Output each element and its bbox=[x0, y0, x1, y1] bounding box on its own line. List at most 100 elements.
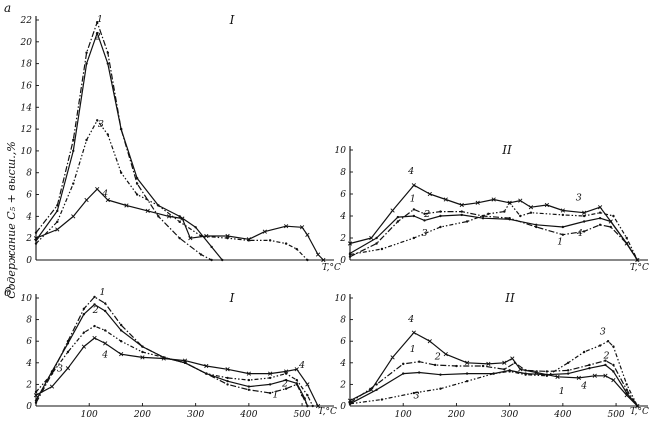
series-4-point bbox=[635, 257, 640, 263]
series-2-point bbox=[412, 214, 416, 218]
panel-4: II T,°C 0 2 4 6 8 10 100 200 300 400 500 1 2 3 4 1 4 2 3 bbox=[335, 291, 649, 420]
x-tick-label: 200 bbox=[133, 410, 151, 420]
series-2-point bbox=[561, 225, 565, 229]
series-2-point bbox=[423, 219, 426, 222]
curve-label: 4 bbox=[407, 166, 414, 177]
series-3-point bbox=[50, 372, 54, 375]
series-3-point bbox=[561, 213, 565, 217]
series-1-point bbox=[561, 233, 565, 236]
series-2-point bbox=[306, 404, 309, 408]
curve-label: 4 bbox=[298, 360, 305, 371]
series-1-point bbox=[375, 242, 378, 245]
series-4-point bbox=[283, 224, 289, 229]
series-4-point bbox=[459, 202, 464, 208]
series-4-point bbox=[611, 377, 616, 383]
series-4-point bbox=[534, 370, 539, 375]
y-tick-label: 18 bbox=[21, 60, 33, 70]
y-tick-label: 4 bbox=[339, 212, 346, 222]
series-4-point bbox=[84, 197, 89, 203]
series-4-point bbox=[507, 200, 512, 205]
x-tick-label: 400 bbox=[553, 410, 571, 420]
curve-label: 1 bbox=[410, 194, 416, 205]
series-3-point bbox=[56, 220, 59, 224]
series-4-point bbox=[305, 382, 310, 387]
y-tick-label: 0 bbox=[340, 256, 346, 266]
y-tick-label: 2 bbox=[339, 234, 346, 244]
series-1-point bbox=[455, 364, 458, 368]
series-3-point bbox=[284, 242, 288, 245]
series-1-point bbox=[582, 230, 586, 233]
series-4-point bbox=[103, 341, 108, 346]
series-1-point bbox=[103, 302, 107, 305]
series-1-point bbox=[178, 236, 181, 240]
series-3-point bbox=[284, 372, 288, 375]
series-3-point bbox=[348, 253, 352, 256]
series-3-point bbox=[306, 258, 309, 262]
series-4-point bbox=[315, 252, 321, 257]
series-1-point bbox=[612, 363, 615, 367]
series-4-point bbox=[560, 208, 565, 213]
series-3-point bbox=[465, 220, 469, 223]
series-3-point bbox=[508, 370, 511, 373]
series-3-line bbox=[349, 340, 638, 407]
series-2-point bbox=[508, 218, 511, 221]
curve-label: 2 bbox=[92, 305, 99, 316]
series-3-point bbox=[606, 340, 610, 343]
curve-label: 1 bbox=[272, 389, 278, 400]
series-3-point bbox=[348, 402, 352, 406]
series-4-point bbox=[486, 361, 491, 366]
series-1-point bbox=[34, 401, 38, 404]
y-tick-label: 2 bbox=[339, 380, 346, 390]
series-2-point bbox=[247, 385, 251, 388]
y-tick-label: 12 bbox=[21, 125, 33, 135]
series-2-point bbox=[481, 217, 485, 220]
series-3-point bbox=[34, 390, 38, 394]
series-1-point bbox=[598, 223, 602, 226]
series-3-point bbox=[66, 350, 70, 354]
series-4-point bbox=[55, 227, 60, 232]
row-label-b: б bbox=[4, 285, 12, 299]
series-2-point bbox=[439, 373, 442, 376]
series-4-point bbox=[188, 236, 193, 241]
series-2-line bbox=[349, 214, 638, 261]
series-4-point bbox=[49, 384, 55, 389]
series-4-point bbox=[294, 367, 299, 372]
series-1-point bbox=[135, 182, 139, 185]
y-tick-label: 10 bbox=[335, 146, 347, 156]
series-3-point bbox=[524, 373, 527, 376]
series-4-point bbox=[544, 202, 550, 208]
curve-label: 2 bbox=[602, 350, 609, 361]
curve-label: 3 bbox=[421, 228, 427, 239]
series-3-point bbox=[503, 210, 506, 213]
series-1-point bbox=[412, 208, 416, 211]
series-4-point bbox=[592, 373, 597, 378]
series-1-point bbox=[226, 383, 229, 386]
y-tick-label: 4 bbox=[339, 359, 346, 369]
series-4-point bbox=[124, 203, 129, 208]
series-2-line bbox=[35, 32, 223, 261]
series-1-line bbox=[349, 360, 638, 407]
y-tick-label: 6 bbox=[26, 337, 32, 347]
series-4-point bbox=[427, 339, 432, 344]
y-tick-label: 10 bbox=[335, 294, 347, 304]
y-tick-label: 0 bbox=[26, 402, 32, 412]
series-2-point bbox=[375, 388, 378, 391]
series-3-line bbox=[35, 119, 308, 261]
series-3-point bbox=[311, 404, 314, 408]
series-4-point bbox=[369, 235, 374, 241]
series-4-point bbox=[624, 241, 629, 246]
y-tick-label: 8 bbox=[340, 316, 346, 326]
series-3-point bbox=[529, 211, 533, 214]
series-1-point bbox=[85, 51, 88, 54]
series-3-point bbox=[183, 361, 187, 364]
series-4-point bbox=[427, 191, 432, 197]
panel-title: I bbox=[229, 13, 235, 27]
row-label-a: а bbox=[4, 1, 11, 15]
series-2-point bbox=[439, 214, 442, 218]
series-3-point bbox=[625, 383, 628, 386]
y-tick-label: 4 bbox=[25, 359, 32, 369]
series-2-point bbox=[85, 62, 88, 65]
series-1-point bbox=[95, 20, 99, 24]
series-3-point bbox=[582, 214, 586, 218]
